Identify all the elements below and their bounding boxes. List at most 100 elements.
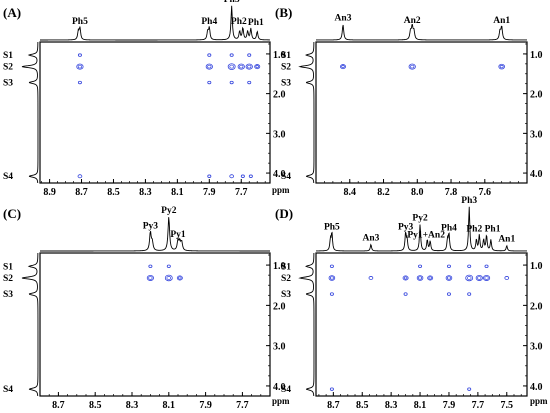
x-tick-label: 8.4: [344, 187, 357, 198]
x-tick-label: 8.3: [139, 187, 152, 198]
x-tick-label: 7.5: [501, 400, 514, 411]
f1-projection-trace: [298, 252, 315, 397]
plot-frame: [39, 252, 271, 397]
plot-frame: [39, 41, 271, 184]
x-axis-unit: ppm: [530, 396, 548, 406]
x-tick-label: 8.1: [171, 187, 184, 198]
cross-peak: [402, 275, 409, 281]
f1-label-s3: S3: [3, 290, 13, 300]
y-tick-label: 1.0: [273, 261, 286, 272]
cross-peak: [146, 274, 154, 281]
panel-label: (B): [275, 5, 292, 20]
x-tick-label: 8.5: [107, 187, 120, 198]
cross-peak: [328, 275, 336, 281]
panel-label: (D): [275, 206, 293, 221]
cross-peak: [205, 63, 213, 70]
cross-peak: [484, 264, 489, 268]
cross-peak: [240, 174, 245, 178]
cross-peak: [340, 64, 346, 70]
y-tick-label: 2.0: [273, 301, 286, 312]
f1-label-s3: S3: [3, 79, 13, 89]
x-tick-label: 7.8: [445, 187, 458, 198]
cross-peak: [498, 63, 505, 70]
panel-label: (C): [3, 206, 21, 221]
cross-peak: [446, 264, 451, 268]
cross-peak: [207, 53, 212, 57]
x-tick-label: 7.7: [235, 187, 248, 198]
peak-label-py1-an2: Py1+An2: [407, 230, 445, 240]
peak-label-py3: Py3: [143, 221, 159, 231]
f1-label-s4: S4: [281, 385, 291, 395]
panel-label: (A): [3, 5, 21, 20]
cross-peak: [227, 63, 236, 70]
cross-peak: [482, 274, 491, 281]
peak-label-ph3: Ph3: [461, 196, 477, 206]
y-tick-label: 2.0: [273, 90, 286, 101]
peak-label-py2: Py2: [161, 206, 177, 216]
f1-label-s2: S2: [3, 63, 13, 73]
f2-projection-trace: [40, 5, 270, 41]
y-tick-label: 1.0: [530, 261, 543, 272]
panel-a: (A) Ph5 Ph4 Ph3 Ph2 Ph1 S1 S2 S3 S4 8.9 8.7 8.5 8.3 8.…: [3, 0, 290, 198]
x-tick-label: 8.7: [75, 187, 88, 198]
cross-peak: [247, 80, 252, 85]
cross-peak: [164, 274, 173, 282]
x-tick-label: 8.0: [411, 187, 424, 198]
peak-label-py1: Py1: [170, 230, 186, 240]
cross-peak: [176, 275, 183, 281]
cross-peak: [148, 264, 153, 268]
cross-peak: [247, 53, 252, 57]
cross-peak: [467, 387, 472, 391]
f1-label-s2: S2: [281, 274, 291, 284]
f1-label-s2: S2: [281, 63, 291, 73]
x-tick-label: 8.7: [327, 400, 340, 411]
f1-label-s1: S1: [281, 262, 291, 272]
x-tick-label: 8.3: [385, 400, 398, 411]
peak-label-ph5: Ph5: [72, 17, 88, 27]
x-tick-label: 8.5: [89, 400, 102, 411]
peak-label-py3: Py3: [398, 222, 414, 232]
x-tick-label: 7.6: [479, 187, 492, 198]
y-tick-label: 3.0: [273, 129, 286, 140]
y-tick-label: 3.0: [530, 342, 543, 353]
cross-peak: [475, 274, 483, 281]
x-tick-label: 8.9: [43, 187, 56, 198]
y-tick-label: 3.0: [273, 342, 286, 353]
y-tick-label: 2.0: [530, 301, 543, 312]
cross-peak: [403, 292, 408, 296]
plot-frame: [315, 252, 528, 397]
cross-peak: [446, 292, 451, 296]
y-tick-label: 3.0: [530, 129, 543, 140]
x-tick-label: 8.1: [163, 400, 176, 411]
x-tick-label: 8.3: [126, 400, 139, 411]
f1-label-s2: S2: [3, 274, 13, 284]
x-tick-label: 7.9: [199, 400, 212, 411]
y-tick-label: 4.0: [273, 382, 286, 393]
f1-projection-trace: [21, 252, 39, 397]
x-tick-label: 7.7: [472, 400, 485, 411]
x-tick-label: 8.2: [377, 187, 390, 198]
cross-peak: [166, 264, 171, 268]
peak-label-py2: Py2: [412, 214, 428, 224]
cross-peak: [76, 63, 84, 70]
cross-peak: [77, 53, 82, 57]
cross-peak: [467, 264, 472, 268]
plot-frame: [315, 41, 528, 184]
f2-projection-trace: [40, 217, 270, 252]
f1-label-s4: S4: [3, 385, 13, 395]
cross-peak: [229, 174, 234, 179]
f1-label-s3: S3: [281, 79, 291, 89]
f1-label-s4: S4: [281, 172, 291, 182]
peak-label-ph2: Ph2: [466, 225, 482, 235]
cross-peak: [427, 275, 434, 281]
cross-peak: [248, 174, 253, 178]
y-tick-label: 1.0: [530, 50, 543, 61]
f1-projection-trace: [298, 41, 315, 184]
cross-peak: [229, 80, 234, 85]
cross-peak: [418, 264, 423, 268]
cross-peak: [408, 63, 416, 70]
peak-label-ph4: Ph4: [441, 223, 457, 233]
f1-label-s4: S4: [3, 172, 13, 182]
